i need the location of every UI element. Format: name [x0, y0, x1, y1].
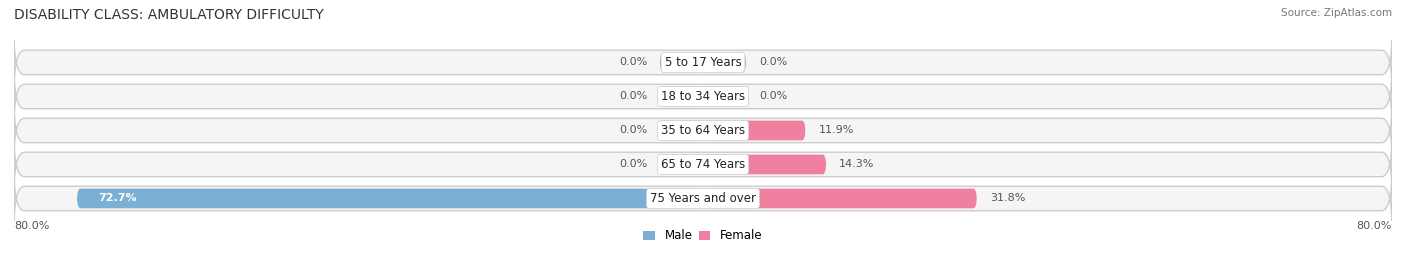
FancyBboxPatch shape — [14, 136, 1392, 193]
Text: 80.0%: 80.0% — [14, 221, 49, 231]
FancyBboxPatch shape — [14, 68, 1392, 125]
FancyBboxPatch shape — [14, 170, 1392, 227]
Text: DISABILITY CLASS: AMBULATORY DIFFICULTY: DISABILITY CLASS: AMBULATORY DIFFICULTY — [14, 8, 323, 22]
FancyBboxPatch shape — [659, 53, 703, 72]
Text: 11.9%: 11.9% — [818, 125, 853, 136]
Text: 31.8%: 31.8% — [990, 193, 1025, 203]
FancyBboxPatch shape — [703, 121, 806, 140]
Text: 0.0%: 0.0% — [619, 125, 647, 136]
FancyBboxPatch shape — [703, 155, 827, 174]
FancyBboxPatch shape — [659, 155, 703, 174]
Text: 65 to 74 Years: 65 to 74 Years — [661, 158, 745, 171]
Text: 72.7%: 72.7% — [98, 193, 136, 203]
FancyBboxPatch shape — [703, 87, 747, 106]
Text: 14.3%: 14.3% — [839, 160, 875, 169]
Text: 18 to 34 Years: 18 to 34 Years — [661, 90, 745, 103]
Text: 80.0%: 80.0% — [1357, 221, 1392, 231]
Text: Source: ZipAtlas.com: Source: ZipAtlas.com — [1281, 8, 1392, 18]
Text: 0.0%: 0.0% — [619, 58, 647, 68]
Legend: Male, Female: Male, Female — [638, 225, 768, 247]
Text: 0.0%: 0.0% — [619, 91, 647, 101]
Text: 0.0%: 0.0% — [759, 58, 787, 68]
FancyBboxPatch shape — [659, 121, 703, 140]
Text: 0.0%: 0.0% — [759, 91, 787, 101]
Text: 75 Years and over: 75 Years and over — [650, 192, 756, 205]
FancyBboxPatch shape — [14, 102, 1392, 159]
FancyBboxPatch shape — [703, 53, 747, 72]
FancyBboxPatch shape — [703, 189, 977, 208]
Text: 0.0%: 0.0% — [619, 160, 647, 169]
FancyBboxPatch shape — [14, 34, 1392, 91]
FancyBboxPatch shape — [77, 189, 703, 208]
Text: 5 to 17 Years: 5 to 17 Years — [665, 56, 741, 69]
FancyBboxPatch shape — [659, 87, 703, 106]
Text: 35 to 64 Years: 35 to 64 Years — [661, 124, 745, 137]
